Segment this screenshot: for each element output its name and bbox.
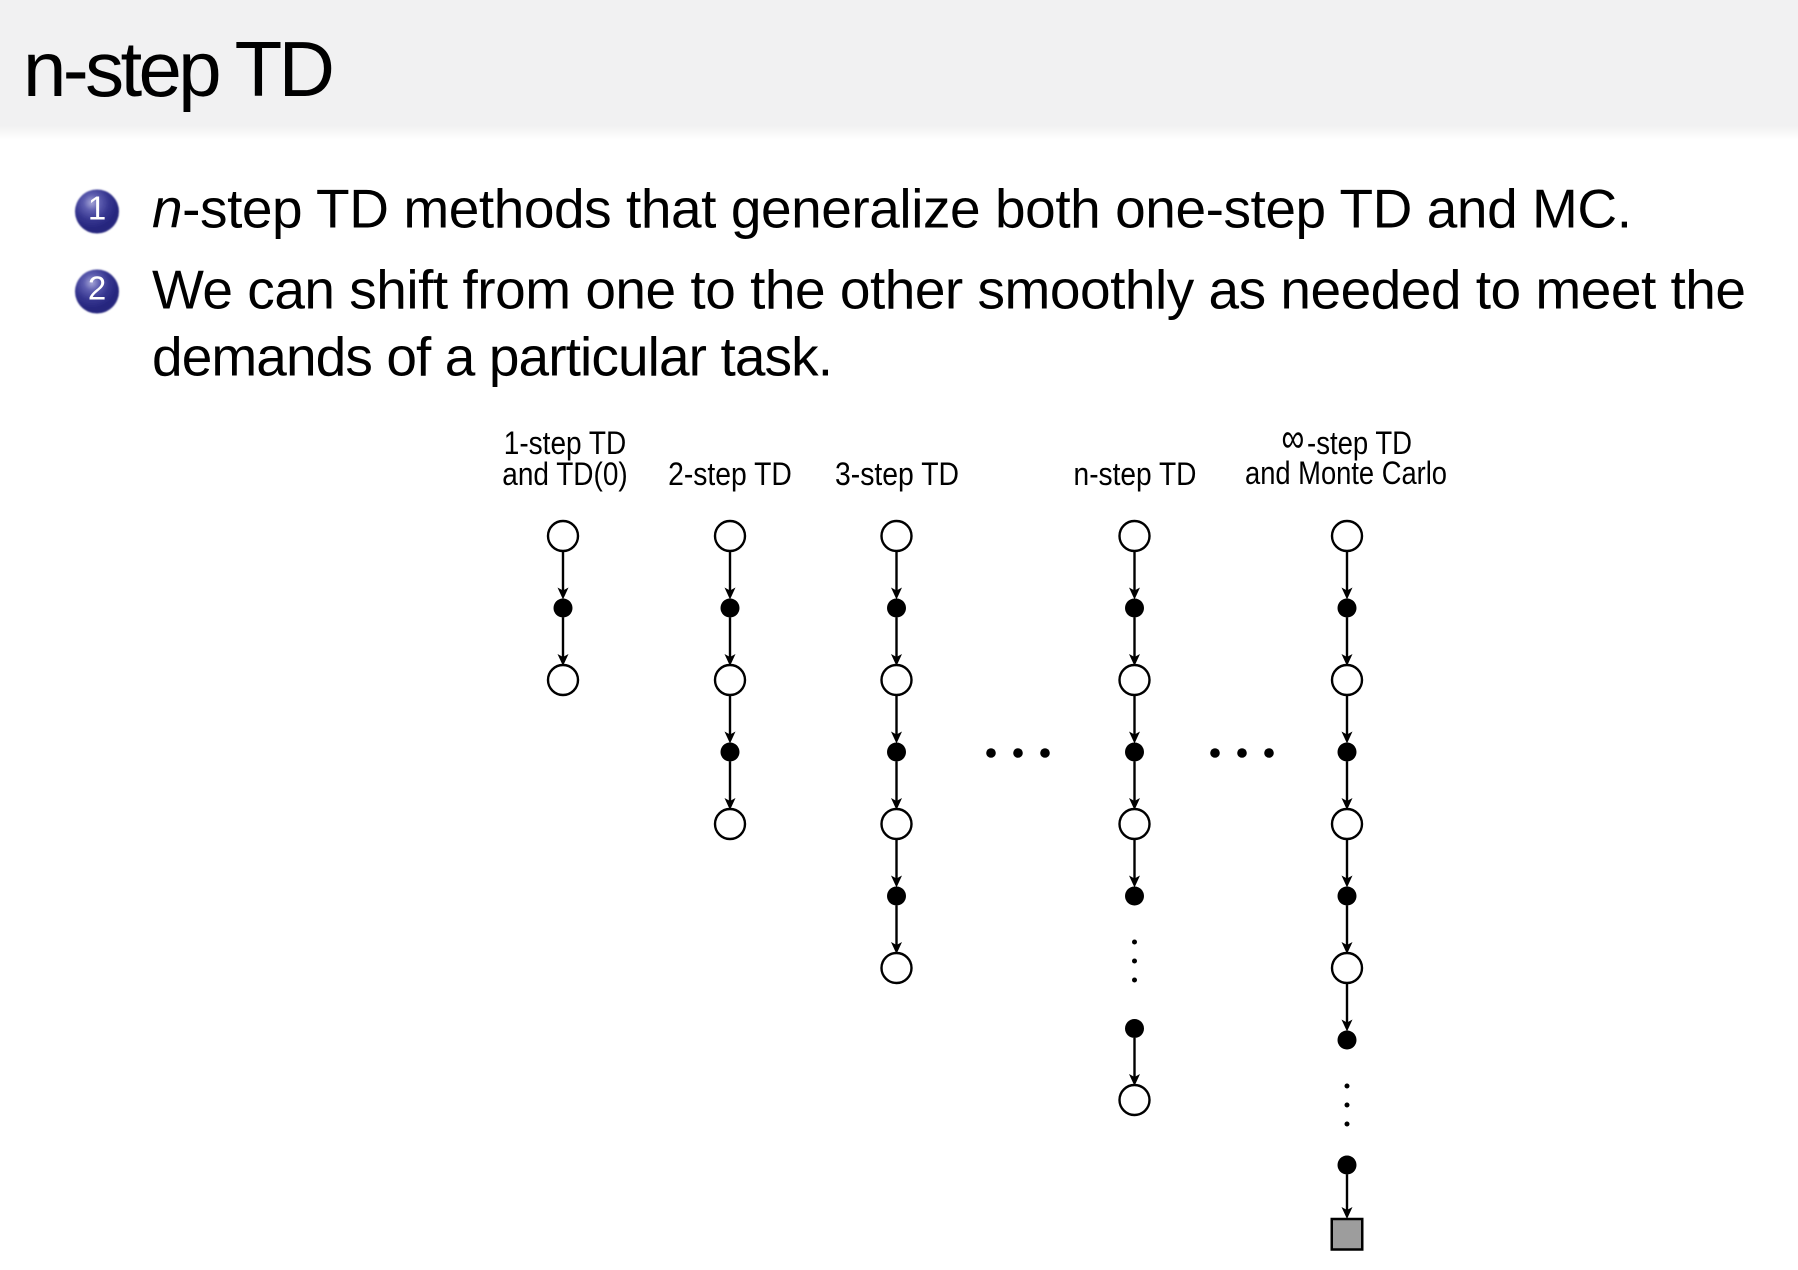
svg-text:2: 2: [88, 270, 106, 307]
svg-text:n-step TD: n-step TD: [1074, 457, 1197, 492]
svg-text:n-step TD: n-step TD: [23, 25, 335, 113]
svg-text:We can shift from one to the o: We can shift from one to the other smoot…: [152, 259, 1746, 321]
svg-text:and TD(0): and TD(0): [502, 457, 627, 492]
svg-text:and Monte Carlo: and Monte Carlo: [1245, 456, 1447, 491]
svg-text:-step TD: -step TD: [1307, 426, 1412, 461]
svg-text:1-step TD: 1-step TD: [504, 426, 627, 461]
svg-text:n-step TD methods that general: n-step TD methods that generalize both o…: [152, 178, 1632, 240]
svg-text:1: 1: [88, 190, 106, 227]
svg-text:demands of a particular task.: demands of a particular task.: [152, 326, 833, 388]
svg-text:2-step TD: 2-step TD: [668, 457, 792, 492]
svg-text:∞: ∞: [1282, 414, 1305, 461]
svg-text:3-step TD: 3-step TD: [835, 457, 959, 492]
